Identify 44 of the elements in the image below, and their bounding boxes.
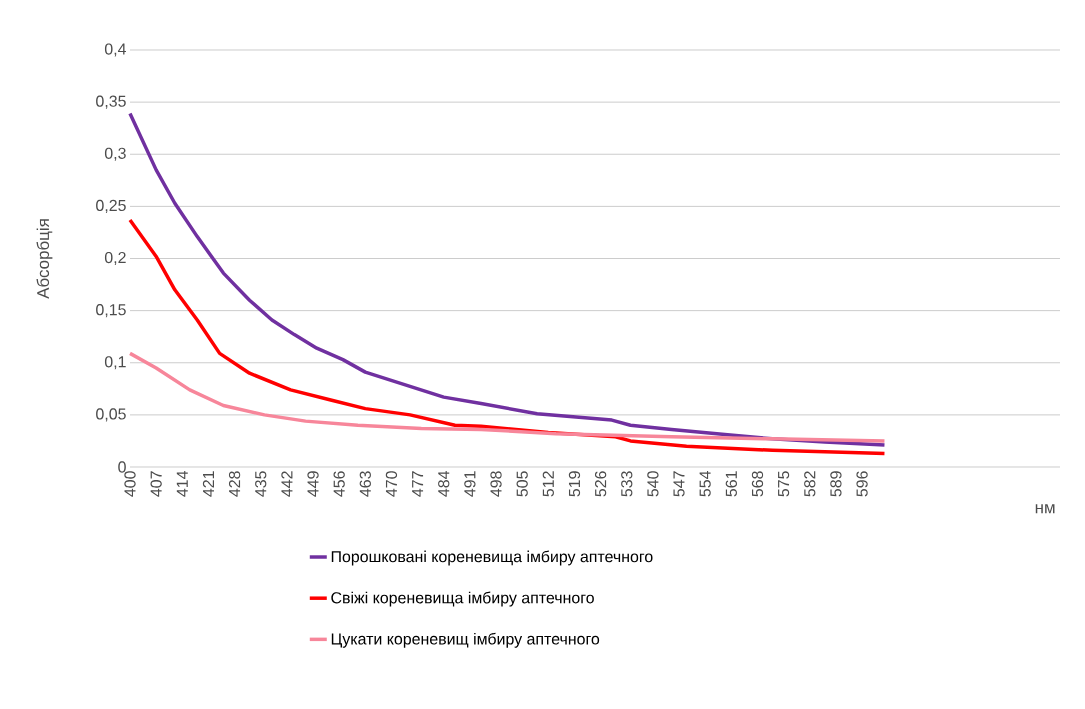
x-tick-label: 575	[778, 471, 790, 497]
x-tick-label: 554	[699, 471, 711, 497]
x-tick-label: 561	[725, 471, 737, 497]
x-tick-label: 533	[621, 471, 633, 497]
legend-label: Порошковані кореневища імбиру аптечного	[331, 550, 653, 566]
y-tick-label: 0,15	[96, 304, 126, 318]
y-tick-label: 0,05	[96, 408, 126, 422]
x-tick-label: 463	[359, 471, 371, 497]
x-tick-label: 421	[202, 471, 214, 497]
x-tick-label: 526	[594, 471, 607, 497]
x-tick-label: 512	[542, 471, 554, 497]
x-tick-label: 540	[647, 471, 659, 497]
x-tick-label: 582	[804, 471, 816, 497]
x-tick-label: 442	[281, 471, 293, 497]
x-tick-label: 596	[856, 471, 868, 497]
x-tick-label: 484	[438, 471, 450, 497]
x-tick-label: 435	[255, 471, 267, 497]
y-tick-label: 0,25	[96, 199, 126, 213]
y-tick-label: 0,2	[104, 251, 126, 266]
x-tick-label: 505	[516, 471, 528, 497]
x-tick-label: 547	[673, 471, 685, 497]
x-tick-label: 477	[412, 471, 424, 497]
x-tick-label: 589	[830, 471, 842, 497]
legend-label: Цукати кореневищ імбиру аптечного	[331, 632, 600, 648]
x-tick-label: 414	[176, 471, 188, 497]
legend-label: Свіжі кореневища імбиру аптечного	[331, 591, 594, 607]
x-tick-label: 470	[385, 471, 398, 497]
y-tick-label: 0	[118, 461, 126, 473]
x-tick-label: 498	[490, 471, 502, 497]
x-tick-label: 568	[751, 471, 764, 497]
y-tick-label: 0,4	[104, 43, 126, 57]
y-axis-title: Абсорбція	[36, 219, 53, 299]
x-tick-label: 428	[228, 471, 241, 497]
y-tick-label: 0,1	[104, 356, 126, 370]
y-tick-label: 0,3	[104, 147, 126, 161]
x-tick-label: 449	[307, 471, 319, 497]
x-tick-label: 456	[333, 471, 345, 497]
line-series	[128, 351, 887, 443]
x-tick-label: 400	[124, 471, 136, 497]
x-tick-label: 407	[150, 471, 162, 497]
y-tick-label: 0,35	[96, 95, 126, 109]
x-tick-label: 519	[568, 471, 581, 497]
x-axis-title: нм	[1035, 504, 1055, 514]
x-tick-label: 491	[464, 471, 476, 497]
